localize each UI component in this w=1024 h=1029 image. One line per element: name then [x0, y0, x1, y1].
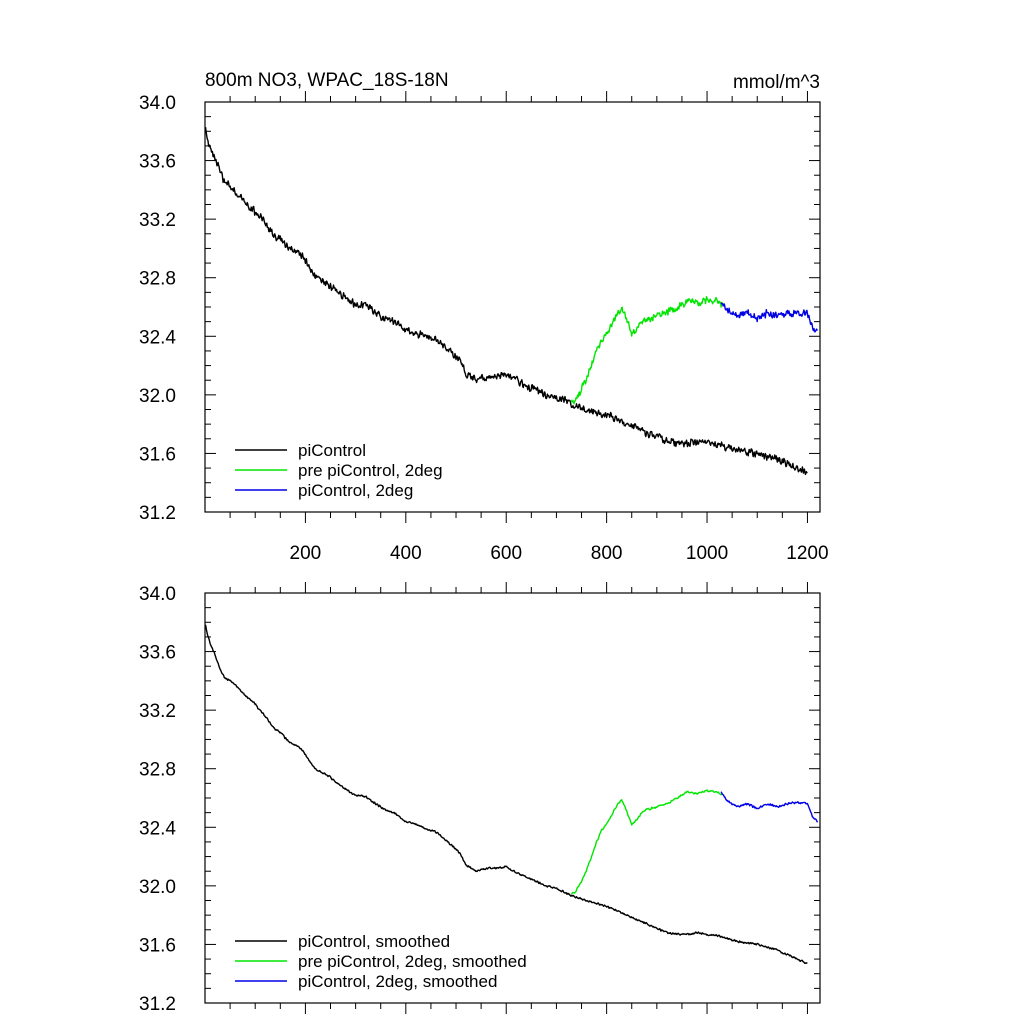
legend-label: piControl	[298, 441, 366, 460]
y-tick-label: 32.4	[139, 818, 176, 839]
x-tick-label: 800	[591, 543, 623, 564]
x-tick-label: 400	[390, 543, 422, 564]
panel-top: 34.0 33.6 33.2 32.8 32.4 32.0 31.6 31.2 200 400 60…	[139, 70, 829, 564]
y-tick-label: 33.2	[139, 701, 176, 722]
y-tick-label: 32.8	[139, 760, 176, 781]
x-tick-label: 1000	[686, 543, 728, 564]
series-line-picontrol-smoothed	[204, 624, 808, 964]
legend-label: pre piControl, 2deg, smoothed	[298, 952, 527, 971]
series-line-picontrol	[204, 127, 808, 476]
legend-label: piControl, smoothed	[298, 932, 450, 951]
series-line-pre-picontrol-2deg-smoothed	[570, 789, 723, 895]
y-tick-label: 33.6	[139, 643, 176, 664]
x-tick-label: 1200	[786, 543, 828, 564]
y-tick-label: 31.2	[139, 503, 176, 524]
x-tick-label: 200	[290, 543, 322, 564]
y-tick-label: 31.6	[139, 935, 176, 956]
chart-title: 800m NO3, WPAC_18S-18N	[205, 70, 449, 91]
series-line-picontrol-2deg-smoothed	[720, 791, 819, 823]
y-tick-label: 32.4	[139, 327, 176, 348]
legend-label: piControl, 2deg	[298, 481, 413, 500]
y-tick-label: 32.0	[139, 386, 176, 407]
y-tick-label: 31.6	[139, 444, 176, 465]
y-tick-label: 32.8	[139, 269, 176, 290]
units-label: mmol/m^3	[733, 72, 820, 93]
y-tick-label: 33.2	[139, 210, 176, 231]
series-line-pre-picontrol-2deg	[570, 296, 723, 405]
x-tick-label: 600	[490, 543, 522, 564]
series-line-picontrol-2deg	[720, 302, 819, 333]
y-tick-label: 31.2	[139, 994, 176, 1015]
legend-label: piControl, 2deg, smoothed	[298, 972, 497, 991]
y-tick-label: 34.0	[139, 584, 176, 605]
panel-bottom: 34.0 33.6 33.2 32.8 32.4 32.0 31.6 31.2 piContro…	[139, 582, 821, 1015]
legend-label: pre piControl, 2deg	[298, 461, 443, 480]
y-tick-label: 33.6	[139, 152, 176, 173]
y-tick-label: 32.0	[139, 877, 176, 898]
y-tick-label: 34.0	[139, 93, 176, 114]
